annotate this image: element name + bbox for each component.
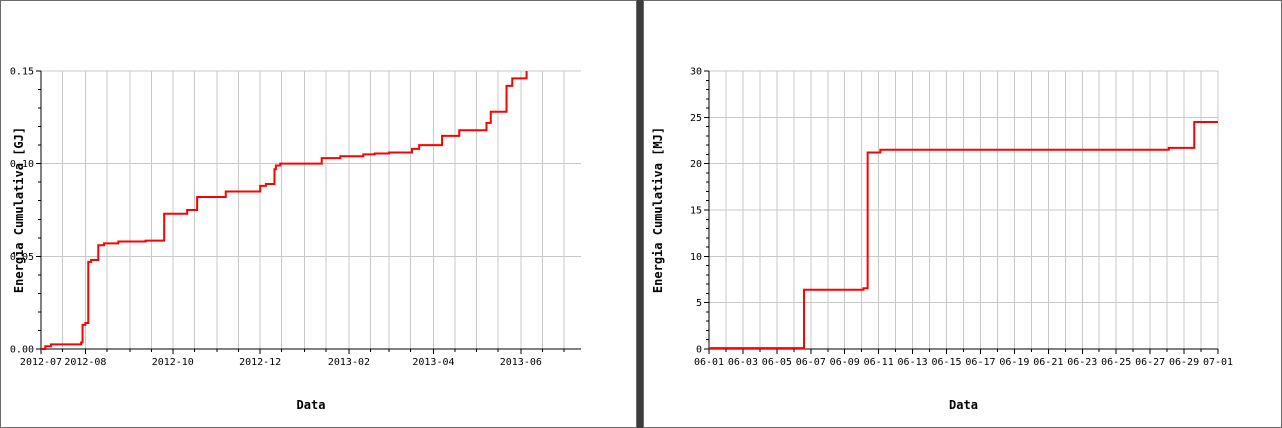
y-tick-label: 0.15 (10, 67, 34, 78)
x-tick-label: 06-17 (965, 357, 995, 368)
y-axis-title: Energia Cumulativa [MJ] (651, 127, 665, 293)
chart-panel-right: 06-01 06-03 06-05 06-07 06-09 06-11 06-13 06-15… (643, 0, 1282, 428)
panel-divider (637, 0, 643, 428)
x-tick-label: 2012-07 (20, 357, 62, 368)
y-axis-ticks: 0.00 0.05 0.10 0.15 (10, 67, 41, 356)
x-tick-label: 06-23 (1067, 357, 1097, 368)
y-tick-label: 30 (690, 67, 702, 78)
x-tick-label: 06-05 (762, 357, 792, 368)
x-tick-label: 06-21 (1033, 357, 1063, 368)
y-tick-label: 5 (696, 298, 702, 309)
x-axis-ticks: 06-01 06-03 06-05 06-07 06-09 06-11 06-13 06-15… (694, 349, 1233, 368)
x-axis-title: Data (949, 398, 978, 412)
series-line (41, 71, 528, 350)
y-tick-label: 15 (690, 206, 702, 217)
y-tick-label: 0.10 (10, 159, 34, 170)
grid-lines (708, 70, 1219, 350)
y-tick-label: 0 (696, 345, 702, 356)
x-tick-label: 06-13 (898, 357, 928, 368)
x-axis-ticks: 2012-07 2012-08 2012-10 2012-12 2013-02 2013-… (20, 349, 565, 368)
x-tick-label: 2013-04 (412, 357, 454, 368)
x-tick-label: 2013-06 (500, 357, 542, 368)
x-tick-label: 2012-12 (239, 357, 281, 368)
y-axis-ticks: 0 5 10 15 20 25 30 (690, 67, 709, 356)
x-tick-label: 06-01 (694, 357, 724, 368)
y-axis-title: Energia Cumulativa [GJ] (12, 127, 26, 293)
y-tick-label: 20 (690, 159, 702, 170)
series-line (709, 120, 1218, 350)
x-tick-label: 06-11 (864, 357, 894, 368)
x-tick-label: 06-27 (1135, 357, 1165, 368)
x-tick-label: 06-03 (728, 357, 758, 368)
x-tick-label: 2012-08 (64, 357, 106, 368)
x-tick-label: 06-25 (1101, 357, 1131, 368)
x-tick-label: 06-09 (830, 357, 860, 368)
x-axis-title: Data (297, 398, 326, 412)
x-tick-label: 2012-10 (152, 357, 194, 368)
chart-panel-left: 2012-07 2012-08 2012-10 2012-12 2013-02 2013-… (0, 0, 637, 428)
x-tick-label: 06-15 (931, 357, 961, 368)
x-tick-label: 06-07 (796, 357, 826, 368)
y-tick-label: 25 (690, 113, 702, 124)
energy-mj-chart: 06-01 06-03 06-05 06-07 06-09 06-11 06-13 06-15… (651, 67, 1233, 413)
grid-lines (40, 70, 581, 350)
energy-gj-chart: 2012-07 2012-08 2012-10 2012-12 2013-02 2013-… (10, 67, 581, 412)
y-tick-label: 0.05 (10, 252, 34, 263)
x-tick-label: 06-19 (999, 357, 1029, 368)
y-tick-label: 10 (690, 252, 702, 263)
x-tick-label: 06-29 (1169, 357, 1199, 368)
y-tick-label: 0.00 (10, 345, 34, 356)
x-tick-label: 2013-02 (328, 357, 370, 368)
x-tick-label: 07-01 (1203, 357, 1233, 368)
